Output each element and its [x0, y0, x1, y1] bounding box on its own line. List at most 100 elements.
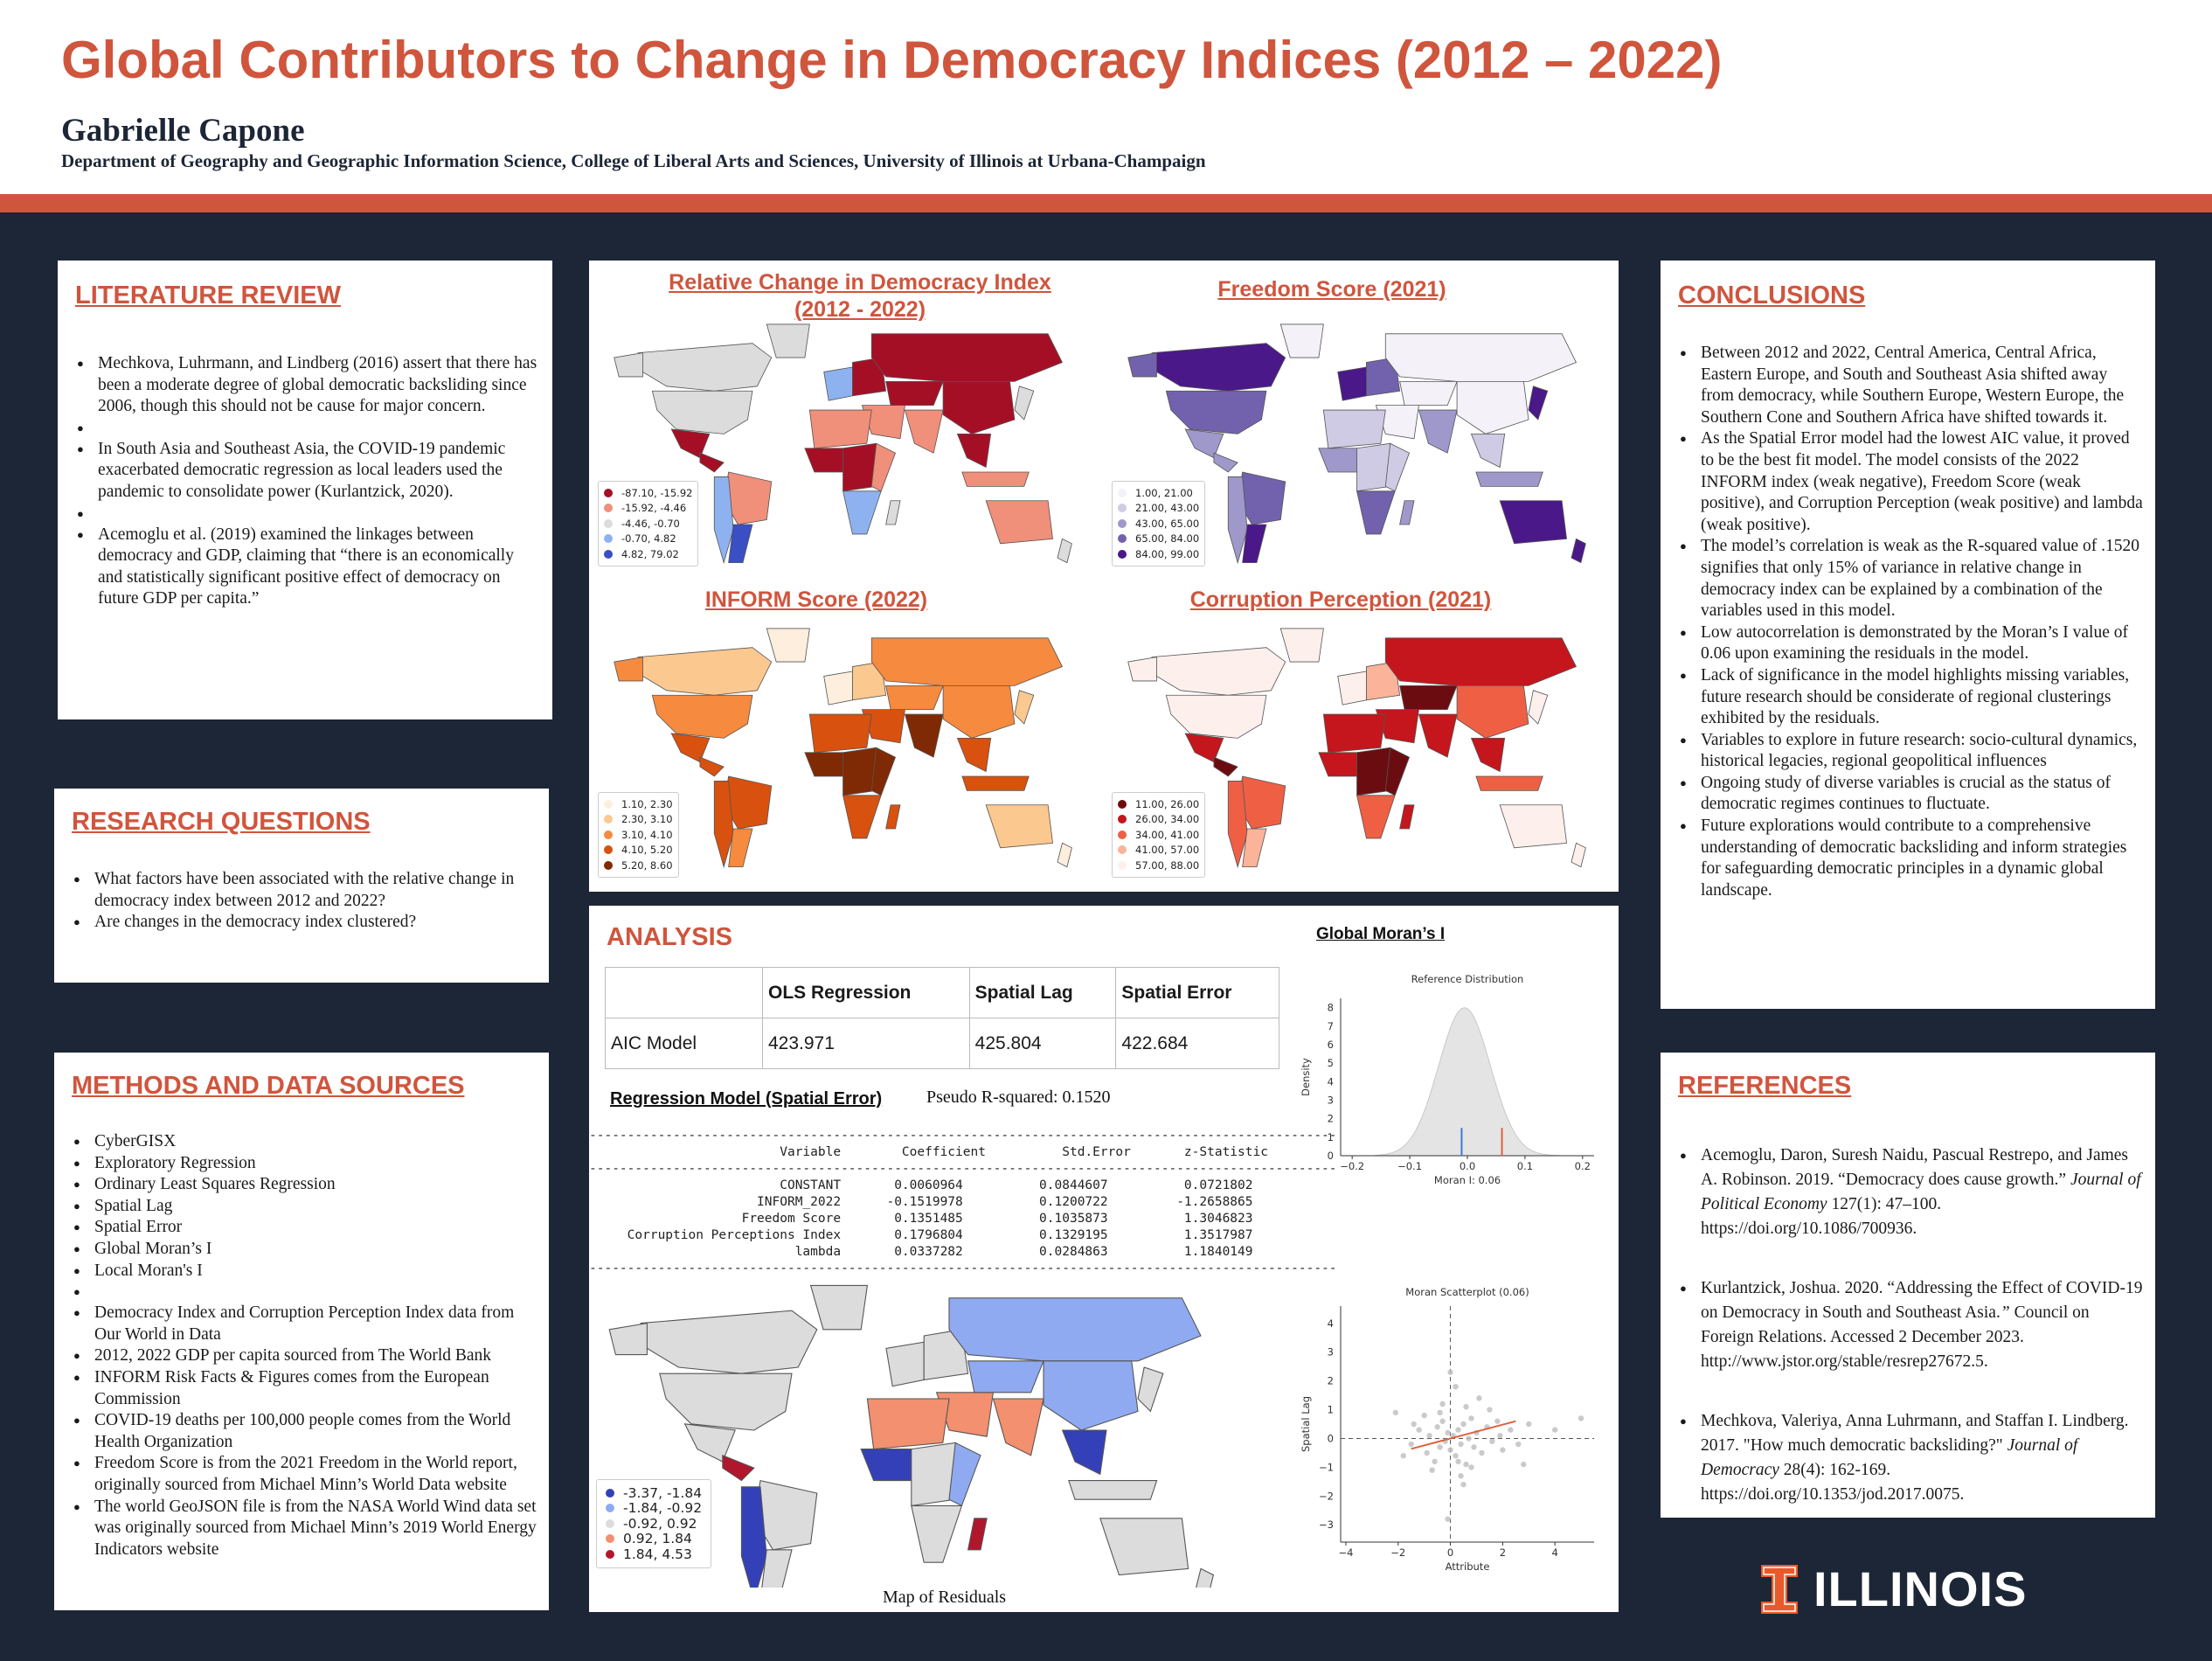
methods-panel: METHODS AND DATA SOURCES CyberGISX Explo…: [54, 1053, 549, 1610]
legend-swatch: [1118, 799, 1127, 809]
country-china: [1456, 685, 1529, 739]
legend-entry: 5.20, 8.60: [604, 858, 673, 873]
country-indonesia: [961, 471, 1030, 487]
country-southcone: [761, 1549, 793, 1588]
country-indonesia: [1068, 1480, 1158, 1500]
reference-journal: Journal of Political Economy: [1701, 1171, 2141, 1213]
country-canada: [637, 343, 773, 392]
references-panel: REFERENCES Acemoglu, Daron, Suresh Naidu…: [1661, 1053, 2155, 1518]
moran-scatterplot: Moran Scatterplot (0.06) −4 −2 0 2 4 −3 −2 −1 0 1 2…: [1300, 1286, 1594, 1573]
scatter-point: [1521, 1461, 1527, 1468]
country-centralam: [699, 756, 725, 777]
country-cafrica: [911, 1442, 956, 1507]
scatter-point: [1426, 1432, 1432, 1439]
scatter-point: [1447, 1447, 1453, 1453]
legend-entry: 0.92, 1.84: [606, 1531, 702, 1546]
aic-row-label: AIC Model: [605, 1018, 763, 1069]
legend-label: -3.37, -1.84: [623, 1484, 703, 1501]
country-centralasia: [885, 380, 944, 407]
scatter-point: [1455, 1458, 1461, 1465]
x-tick-label: −4: [1339, 1546, 1354, 1559]
country-greenland: [1279, 628, 1324, 663]
legend-label: 84.00, 99.00: [1135, 547, 1200, 560]
scatter-point: [1487, 1407, 1493, 1413]
legend-entry: 1.84, 4.53: [606, 1546, 702, 1562]
y-tick-label: −1: [1319, 1461, 1334, 1473]
scatter-point: [1497, 1432, 1503, 1439]
scatter-ylabel: Spatial Lag: [1300, 1396, 1312, 1452]
country-indonesia: [961, 775, 1030, 791]
country-nz: [1196, 1567, 1215, 1588]
country-wafrica: [1318, 448, 1363, 473]
country-canada: [1151, 343, 1286, 392]
table-row: Freedom Score 0.1351485 0.1035873 1.3046…: [589, 1212, 1253, 1226]
scatter-point: [1392, 1409, 1398, 1416]
country-southasia: [904, 409, 944, 454]
country-eeurope: [852, 661, 887, 701]
y-tick-label: 2: [1328, 1375, 1334, 1387]
y-tick-label: 6: [1328, 1039, 1334, 1051]
research-list: What factors have been associated with t…: [73, 869, 537, 934]
country-madagascar: [1399, 804, 1415, 830]
x-tick-label: 0.2: [1575, 1160, 1591, 1172]
scatter-point: [1434, 1424, 1440, 1430]
scatter-point: [1479, 1449, 1485, 1456]
freedom-legend: 1.00, 21.00 21.00, 43.00 43.00, 65.00 65.00…: [1112, 481, 1206, 566]
country-weurope: [823, 671, 853, 705]
list-item: The model’s correlation is weak as the R…: [1680, 536, 2143, 622]
country-nafrica: [1322, 713, 1386, 754]
country-weurope: [885, 1341, 925, 1387]
scatter-point: [1458, 1473, 1464, 1479]
legend-entry: 21.00, 43.00: [1118, 501, 1199, 517]
country-japan: [1528, 386, 1549, 420]
country-southasia: [1418, 409, 1458, 454]
freedom-map-title: Freedom Score (2021): [1217, 277, 1446, 302]
list-item: CyberGISX: [73, 1131, 537, 1153]
list-item: Exploratory Regression: [73, 1153, 537, 1175]
table-rule: ----------------------------------------…: [589, 1129, 1337, 1143]
list-spacer: [77, 504, 540, 525]
scatter-point: [1408, 1441, 1414, 1448]
country-japan: [1014, 690, 1035, 725]
y-tick-label: −3: [1319, 1519, 1334, 1531]
legend-entry: 65.00, 84.00: [1118, 532, 1199, 547]
pseudo-r2: Pseudo R-squared: 0.1520: [926, 1088, 1111, 1107]
conclusions-panel: CONCLUSIONS Between 2012 and 2022, Centr…: [1661, 261, 2155, 1009]
y-tick-label: 4: [1328, 1317, 1334, 1330]
scatter-point: [1508, 1427, 1514, 1433]
legend-label: 4.10, 5.20: [621, 844, 673, 857]
legend-label: 1.00, 21.00: [1135, 486, 1193, 499]
ref-dist-ylabel: Density: [1300, 1058, 1312, 1096]
country-centralam: [722, 1455, 755, 1482]
legend-swatch: [1118, 549, 1127, 559]
corruption-legend: 11.00, 26.00 26.00, 34.00 34.00, 41.00 41.0…: [1112, 792, 1206, 878]
country-japan: [1014, 386, 1035, 420]
legend-label: 2.30, 3.10: [621, 813, 673, 826]
scatter-point: [1460, 1421, 1467, 1428]
country-indonesia: [1475, 775, 1543, 791]
legend-entry: -4.46, -0.70: [604, 516, 692, 532]
list-item: Acemoglu et al. (2019) examined the link…: [77, 525, 540, 610]
legend-entry: 41.00, 57.00: [1118, 843, 1199, 858]
residuals-choropleth-map: [608, 1284, 1215, 1588]
list-item: Future explorations would contribute to …: [1680, 816, 2143, 901]
country-southcone: [1242, 524, 1267, 564]
country-safrica: [911, 1505, 963, 1563]
illinois-logo: ILLINOIS: [1761, 1560, 2027, 1617]
country-andes: [1227, 781, 1248, 869]
country-alaska: [608, 1322, 648, 1356]
x-tick-label: −0.1: [1397, 1160, 1422, 1172]
reference-journal: Journal of Democracy: [1701, 1436, 2078, 1479]
country-weurope: [823, 366, 853, 401]
country-wafrica: [804, 752, 849, 777]
legend-entry: 4.82, 79.02: [604, 546, 692, 562]
country-russia: [1384, 637, 1578, 686]
country-greenland: [809, 1284, 869, 1331]
country-china: [942, 380, 1016, 434]
country-seasia: [956, 433, 992, 469]
country-wafrica: [804, 448, 849, 473]
country-canada: [637, 647, 773, 696]
y-tick-label: 0: [1328, 1432, 1334, 1444]
country-alaska: [614, 352, 643, 378]
democracy-legend: -87.10, -15.92 -15.92, -4.46 -4.46, -0.70 -…: [598, 481, 699, 566]
